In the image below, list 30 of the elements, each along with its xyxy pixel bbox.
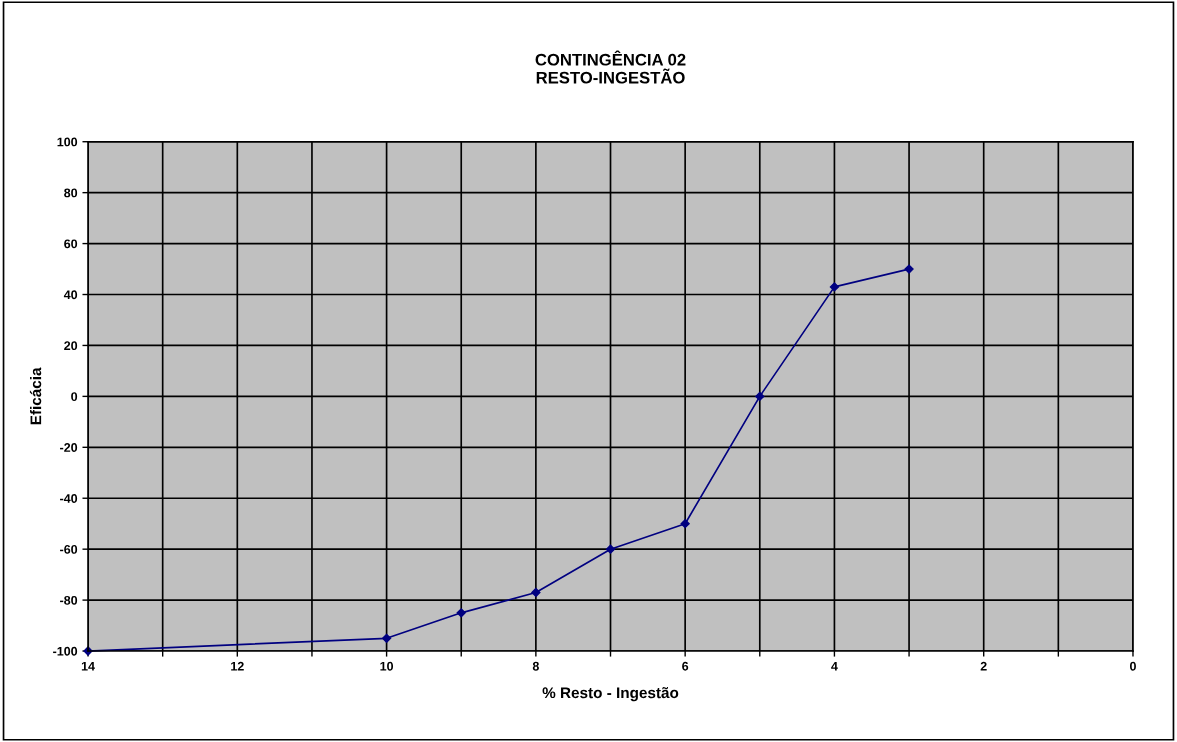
x-axis-title: % Resto - Ingestão — [542, 686, 679, 702]
y-tick-label: 100 — [57, 137, 78, 147]
y-tick-label: 60 — [64, 239, 78, 249]
point — [829, 282, 840, 292]
x-tick-label: 4 — [831, 661, 838, 671]
y-tick-label: -60 — [60, 544, 78, 554]
chart-title: CONTINGÊNCIA 02 RESTO-INGESTÃO — [535, 50, 686, 84]
x-tick-label: 10 — [380, 661, 394, 671]
point — [381, 633, 392, 643]
y-tick-label: 20 — [64, 341, 78, 351]
y-tick-label: 0 — [71, 392, 78, 402]
y-tick-label: -80 — [60, 595, 78, 605]
point — [456, 608, 466, 618]
x-tick-label: 14 — [81, 661, 95, 671]
point — [531, 587, 541, 598]
x-tick-label: 2 — [980, 661, 987, 671]
x-tick-label: 0 — [1130, 661, 1136, 671]
x-tick-label: 12 — [231, 661, 244, 671]
y-tick-label: -20 — [60, 443, 78, 452]
point — [680, 519, 690, 529]
y-tick-label: -40 — [60, 494, 78, 503]
y-tick-label: 80 — [64, 188, 78, 198]
y-axis-title: Eficácia — [29, 367, 42, 425]
x-tick-label: 8 — [532, 661, 539, 671]
point — [904, 264, 914, 274]
point — [605, 544, 616, 554]
point — [755, 391, 765, 401]
y-tick-label: -100 — [53, 646, 78, 656]
x-tick-label: 6 — [682, 661, 689, 671]
y-tick-label: 40 — [63, 290, 78, 300]
